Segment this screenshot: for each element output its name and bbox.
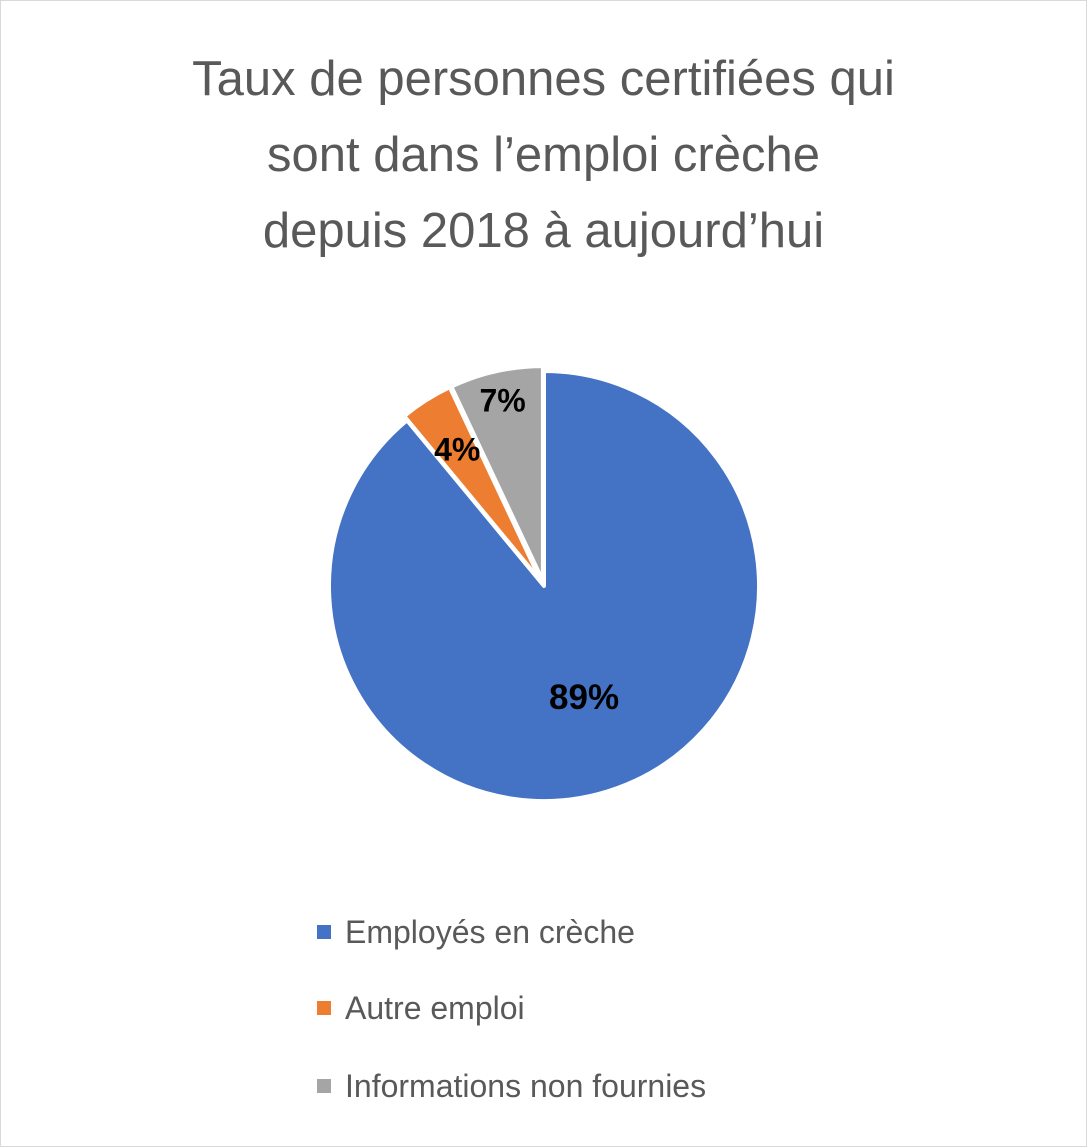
chart-title-line-3: depuis 2018 à aujourd’hui xyxy=(262,204,825,258)
legend-swatch-employes-en-creche xyxy=(317,925,331,939)
legend-item-informations-non-fournies: Informations non fournies xyxy=(317,1066,706,1106)
chart-title-line-1: Taux de personnes certifiées qui xyxy=(192,52,895,106)
legend-item-employes-en-creche: Employés en crèche xyxy=(317,912,635,952)
data-label-informations-non-fournies: 7% xyxy=(479,383,525,419)
data-label-autre-emploi: 4% xyxy=(434,431,480,467)
pie-slice-employes-en-creche xyxy=(327,369,761,803)
legend-label-autre-emploi: Autre emploi xyxy=(345,989,525,1026)
legend-item-autre-emploi: Autre emploi xyxy=(317,988,525,1028)
legend-label-employes-en-creche: Employés en crèche xyxy=(345,913,635,950)
legend-swatch-informations-non-fournies xyxy=(317,1079,331,1093)
pie-slices xyxy=(327,364,761,803)
chart-title-line-2: sont dans l’emploi crèche xyxy=(267,128,820,182)
legend-label-informations-non-fournies: Informations non fournies xyxy=(345,1067,707,1104)
pie-slice-informations-non-fournies xyxy=(449,364,545,584)
legend-swatch-autre-emploi xyxy=(317,1001,331,1015)
data-label-employes-en-creche: 89% xyxy=(549,678,619,717)
pie-data-labels: 89% 4% 7% xyxy=(434,383,619,717)
